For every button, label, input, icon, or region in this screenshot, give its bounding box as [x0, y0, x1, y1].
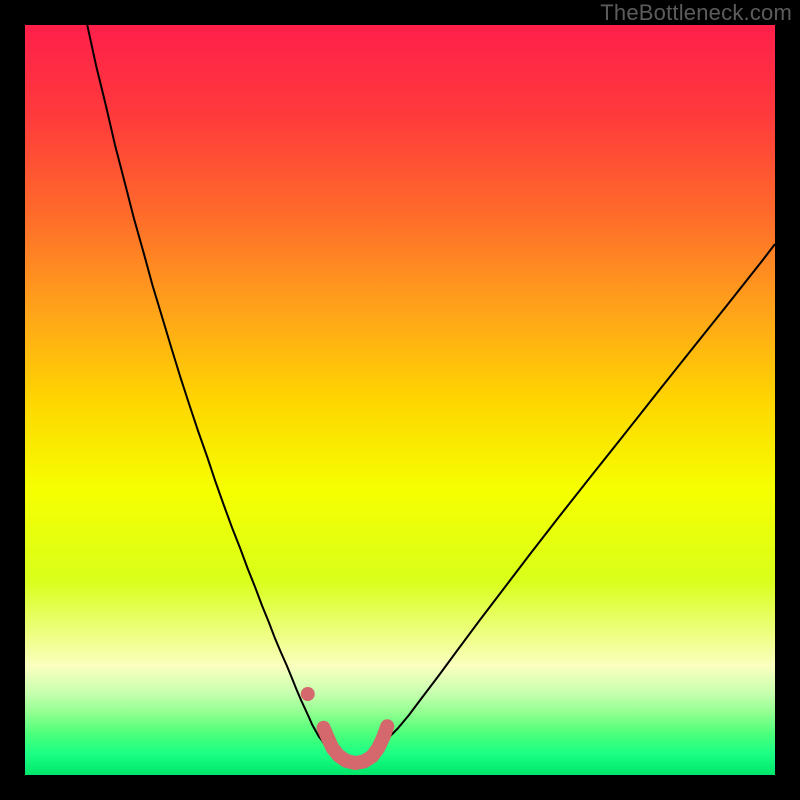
watermark-text: TheBottleneck.com — [600, 0, 792, 26]
figure-frame: TheBottleneck.com — [0, 0, 800, 800]
marker-dot — [301, 687, 315, 701]
bottleneck-chart — [0, 0, 800, 800]
plot-background — [25, 25, 775, 775]
